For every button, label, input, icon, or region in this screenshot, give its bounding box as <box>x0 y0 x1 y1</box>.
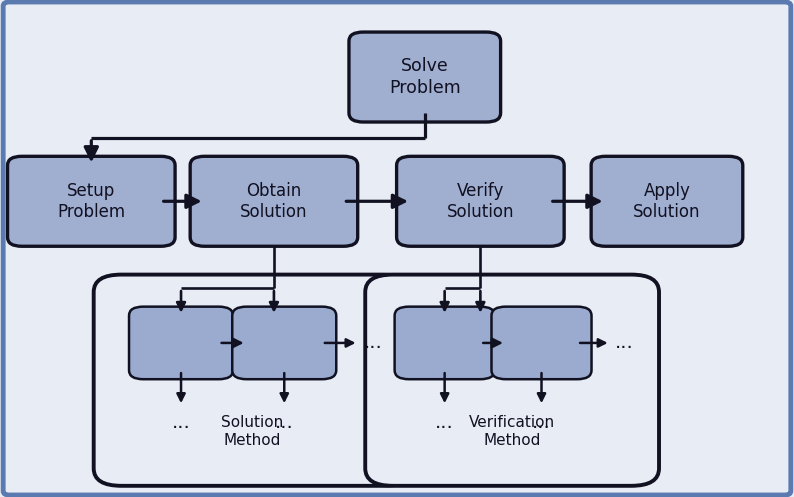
Text: ...: ... <box>364 333 383 352</box>
FancyBboxPatch shape <box>349 32 501 122</box>
Text: ...: ... <box>275 413 294 431</box>
FancyBboxPatch shape <box>232 307 337 379</box>
Text: ...: ... <box>615 333 634 352</box>
Text: ...: ... <box>172 413 191 431</box>
Text: ...: ... <box>532 413 551 431</box>
Text: Setup
Problem: Setup Problem <box>57 181 125 221</box>
FancyBboxPatch shape <box>591 156 743 247</box>
FancyBboxPatch shape <box>94 274 411 486</box>
Text: Obtain
Solution: Obtain Solution <box>240 181 308 221</box>
FancyBboxPatch shape <box>3 2 791 495</box>
FancyBboxPatch shape <box>365 274 659 486</box>
Text: Apply
Solution: Apply Solution <box>633 181 701 221</box>
FancyBboxPatch shape <box>129 307 233 379</box>
Text: Verification
Method: Verification Method <box>469 414 555 448</box>
FancyBboxPatch shape <box>491 307 592 379</box>
FancyBboxPatch shape <box>395 307 495 379</box>
Text: Verify
Solution: Verify Solution <box>446 181 515 221</box>
FancyBboxPatch shape <box>190 156 357 247</box>
Text: Solve
Problem: Solve Problem <box>389 57 461 97</box>
FancyBboxPatch shape <box>8 156 175 247</box>
FancyBboxPatch shape <box>396 156 564 247</box>
Text: Solution
Method: Solution Method <box>222 414 283 448</box>
Text: ...: ... <box>435 413 454 431</box>
